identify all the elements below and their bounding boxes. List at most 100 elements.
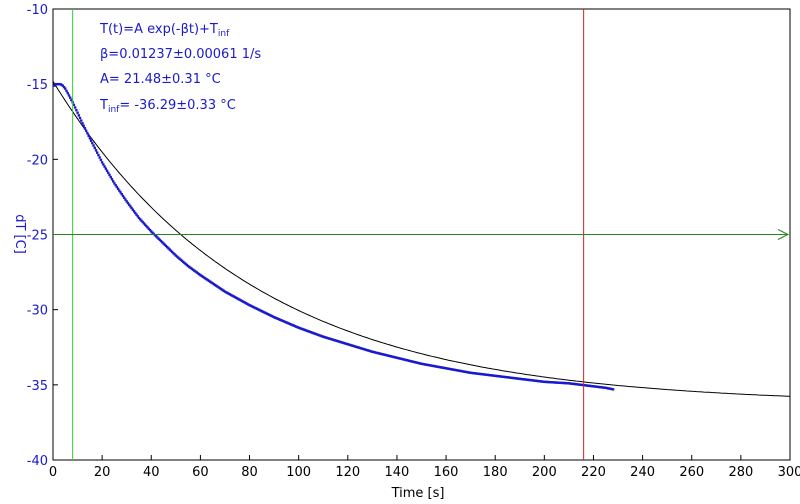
data-point xyxy=(577,383,580,386)
data-point xyxy=(328,337,331,340)
data-point xyxy=(411,360,415,363)
data-point xyxy=(265,312,268,315)
data-point xyxy=(256,308,260,311)
data-point xyxy=(389,355,392,358)
data-point xyxy=(551,381,555,384)
data-point xyxy=(482,373,486,376)
data-point xyxy=(258,308,261,312)
data-point xyxy=(150,230,153,233)
data-point xyxy=(361,347,364,350)
data-point xyxy=(295,325,298,328)
data-point xyxy=(474,372,477,375)
data-point xyxy=(451,368,454,371)
data-point xyxy=(92,144,95,147)
data-point xyxy=(604,386,607,390)
data-point xyxy=(281,319,284,323)
data-point xyxy=(339,340,342,344)
data-point xyxy=(180,259,184,263)
data-point xyxy=(427,363,431,367)
data-point xyxy=(310,331,314,334)
data-point xyxy=(146,226,149,229)
data-point xyxy=(60,83,63,87)
data-point xyxy=(103,165,106,168)
data-point xyxy=(239,299,243,302)
data-point xyxy=(207,279,211,283)
data-point xyxy=(476,372,480,375)
data-point xyxy=(560,381,563,385)
data-point xyxy=(120,193,123,196)
x-axis-label: Time [s] xyxy=(391,486,445,501)
data-point xyxy=(334,339,337,342)
data-point xyxy=(492,374,496,377)
data-point xyxy=(114,183,117,187)
data-point xyxy=(347,343,351,346)
data-point xyxy=(139,218,142,221)
data-point xyxy=(167,247,170,250)
data-point xyxy=(335,339,338,343)
data-point xyxy=(447,367,450,370)
data-point xyxy=(287,322,291,325)
data-point xyxy=(478,372,481,376)
data-point xyxy=(611,388,615,391)
data-point xyxy=(212,282,216,286)
data-point xyxy=(543,380,546,384)
data-point xyxy=(130,206,133,210)
data-point xyxy=(213,283,217,287)
formula-main: T(t)=A exp(-βt)+T xyxy=(100,22,218,37)
data-point xyxy=(421,362,424,366)
data-point xyxy=(565,381,568,385)
data-point xyxy=(298,326,302,330)
data-point xyxy=(215,284,218,288)
y-tick-label: -30 xyxy=(27,304,48,319)
data-point xyxy=(561,381,564,385)
data-point xyxy=(393,355,396,359)
data-point xyxy=(168,248,171,251)
data-point xyxy=(186,264,190,268)
data-point xyxy=(288,322,292,326)
data-point xyxy=(592,385,595,388)
fit-curve xyxy=(52,81,791,397)
data-point xyxy=(457,369,460,372)
data-point xyxy=(77,114,80,117)
data-point xyxy=(132,210,136,213)
data-point xyxy=(357,346,361,349)
data-point xyxy=(333,338,336,342)
data-point xyxy=(326,337,330,340)
data-point xyxy=(435,365,438,368)
data-point xyxy=(247,303,250,306)
data-point xyxy=(410,360,413,363)
data-point xyxy=(338,340,341,343)
data-point xyxy=(283,320,287,324)
x-tick-label: 240 xyxy=(630,465,655,480)
data-point xyxy=(110,177,114,181)
data-point xyxy=(157,237,160,240)
data-point xyxy=(70,98,73,102)
data-point xyxy=(593,385,596,388)
data-point xyxy=(53,84,56,87)
data-point xyxy=(449,367,453,371)
data-point xyxy=(154,235,158,238)
data-point xyxy=(76,111,79,114)
y-tick-label: -35 xyxy=(27,379,48,394)
tinf-subscript: inf xyxy=(107,105,120,115)
data-point xyxy=(173,253,176,256)
x-tick-label: 300 xyxy=(778,465,800,480)
data-point xyxy=(528,378,531,382)
data-point xyxy=(351,344,354,347)
data-point xyxy=(497,375,501,378)
data-point xyxy=(156,236,159,239)
data-point xyxy=(514,377,518,380)
data-point xyxy=(185,263,189,267)
data-point xyxy=(137,216,141,220)
data-point xyxy=(595,385,599,388)
data-point xyxy=(541,380,545,383)
data-point xyxy=(64,87,67,90)
data-point xyxy=(538,380,541,383)
data-point xyxy=(205,278,208,281)
data-point xyxy=(201,275,205,278)
data-point xyxy=(404,358,407,362)
data-point xyxy=(508,376,512,379)
data-point xyxy=(237,297,240,301)
data-point xyxy=(506,376,509,379)
